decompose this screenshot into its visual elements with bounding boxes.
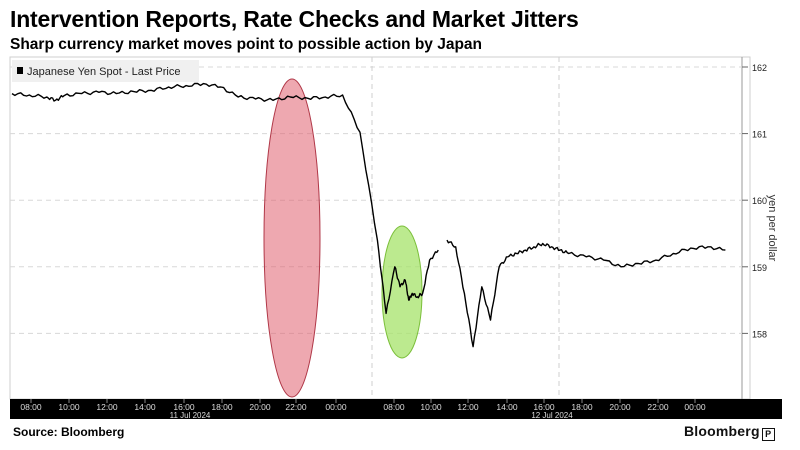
- x-tick-label: 12:00: [96, 402, 118, 412]
- y-axis-label: yen per dollar: [766, 195, 778, 262]
- x-tick-label: 20:00: [249, 402, 271, 412]
- x-tick-label: 22:00: [647, 402, 669, 412]
- x-tick-label: 18:00: [571, 402, 593, 412]
- x-tick-label: 16:00: [533, 402, 555, 412]
- y-tick-label: 159: [752, 263, 767, 273]
- x-axis-ticks: 08:00 10:00 12:00 14:00 16:00 18:00 20:00 22:00…: [20, 399, 706, 420]
- x-tick-label: 22:00: [285, 402, 307, 412]
- legend-swatch: [17, 67, 23, 74]
- legend-box: [12, 60, 199, 82]
- x-tick-label: 14:00: [496, 402, 518, 412]
- series-layer: [11, 82, 726, 348]
- x-tick-label: 10:00: [420, 402, 442, 412]
- y-tick-label: 160: [752, 196, 767, 206]
- plot-frame: [9, 56, 751, 400]
- x-tick-label: 12:00: [457, 402, 479, 412]
- y-axis-ticks: 158 159 160 161 162: [742, 63, 767, 339]
- x-date-label: 12 Jul 2024: [531, 411, 573, 420]
- y-tick-label: 158: [752, 329, 767, 339]
- series-line-yen-spot: [11, 82, 439, 315]
- highlights: [263, 78, 423, 398]
- x-tick-label: 16:00: [173, 402, 195, 412]
- x-tick-label: 00:00: [325, 402, 347, 412]
- red-highlight-ellipse: [263, 78, 321, 398]
- bloomberg-logo: Bloomberg P: [684, 423, 775, 441]
- green-highlight-ellipse: [381, 225, 423, 359]
- x-tick-label: 20:00: [609, 402, 631, 412]
- y-tick-label: 162: [752, 63, 767, 73]
- x-tick-label: 08:00: [383, 402, 405, 412]
- x-tick-label: 00:00: [684, 402, 706, 412]
- chart-title: Intervention Reports, Rate Checks and Ma…: [10, 6, 579, 32]
- x-tick-label: 14:00: [134, 402, 156, 412]
- y-tick-label: 161: [752, 130, 767, 140]
- chart-subtitle: Sharp currency market moves point to pos…: [10, 36, 483, 53]
- x-tick-label: 10:00: [58, 402, 80, 412]
- x-date-label: 11 Jul 2024: [170, 411, 211, 420]
- series-line-yen-spot: [446, 239, 726, 348]
- legend-label: Japanese Yen Spot - Last Price: [27, 66, 181, 78]
- x-tick-label: 18:00: [211, 402, 233, 412]
- source-note: Source: Bloomberg: [13, 425, 125, 439]
- x-tick-label: 08:00: [20, 402, 42, 412]
- x-axis-band: [10, 399, 782, 419]
